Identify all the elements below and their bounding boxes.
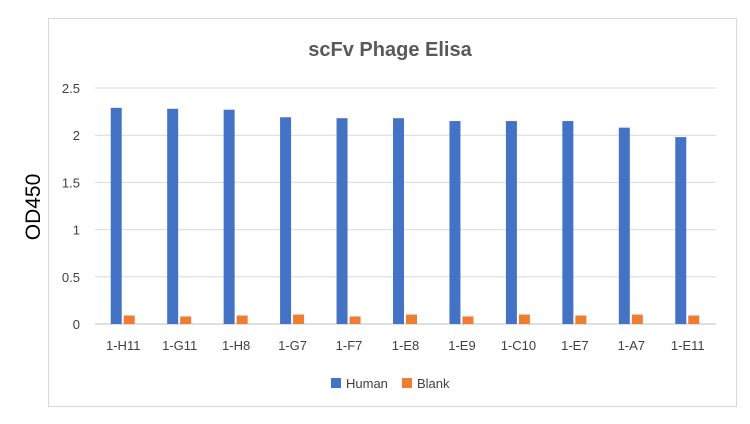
bar-blank-1-a7 <box>631 314 643 324</box>
y-tick-label: 1.5 <box>62 175 80 190</box>
y-tick-label: 2.5 <box>62 81 80 96</box>
bar-human-1-e9 <box>449 121 461 324</box>
bar-human-1-h11 <box>110 107 122 324</box>
y-tick-label: 1 <box>73 223 80 238</box>
bar-blank-1-c10 <box>518 314 530 324</box>
legend-swatch-human <box>331 378 341 388</box>
chart-title: scFv Phage Elisa <box>308 39 472 61</box>
legend: Human Blank <box>331 376 450 391</box>
y-tick-label: 0 <box>73 317 80 332</box>
x-tick-label: 1-E11 <box>671 338 705 353</box>
x-tick-label: 1-G7 <box>278 338 307 353</box>
bar-blank-1-g7 <box>293 314 305 324</box>
y-tick-label: 2 <box>73 128 80 143</box>
bar-blank-1-e7 <box>575 315 587 324</box>
y-tick-label: 0.5 <box>62 270 80 285</box>
bar-blank-1-f7 <box>349 316 361 324</box>
x-tick-label: 1-H11 <box>106 338 140 353</box>
bars <box>110 107 700 324</box>
bar-blank-1-h11 <box>123 315 135 324</box>
legend-label-blank: Blank <box>417 376 450 391</box>
bar-blank-1-h8 <box>236 315 248 324</box>
bar-human-1-e11 <box>675 137 687 324</box>
bar-human-1-e7 <box>562 121 574 324</box>
x-tick-label: 1-G11 <box>162 338 197 353</box>
bar-human-1-f7 <box>336 118 348 324</box>
y-tick-labels: 0 0.5 1 1.5 2 2.5 <box>62 81 80 332</box>
bar-human-1-h8 <box>223 109 235 324</box>
bar-human-1-a7 <box>618 127 630 324</box>
bar-human-1-g11 <box>167 108 179 324</box>
bar-human-1-e8 <box>393 118 404 324</box>
legend-swatch-blank <box>402 378 412 388</box>
x-tick-label: 1-F7 <box>336 338 363 353</box>
x-tick-label: 1-C10 <box>501 338 536 353</box>
x-tick-label: 1-E7 <box>561 338 588 353</box>
bar-blank-1-e9 <box>462 316 474 324</box>
bar-blank-1-g11 <box>180 316 192 324</box>
x-tick-label: 1-H8 <box>222 338 250 353</box>
y-axis-label: OD450 <box>22 174 45 241</box>
x-tick-label: 1-E8 <box>392 338 419 353</box>
x-tick-label: 1-A7 <box>618 338 645 353</box>
bar-blank-1-e11 <box>688 315 700 324</box>
bar-blank-1-e8 <box>406 314 417 324</box>
bar-human-1-g7 <box>280 117 292 324</box>
x-tick-label: 1-E9 <box>448 338 475 353</box>
x-tick-labels: 1-H11 1-G11 1-H8 1-G7 1-F7 1-E8 1-E9 1-C10 1-E7 1… <box>106 338 705 353</box>
gridlines <box>95 87 716 325</box>
legend-label-human: Human <box>346 376 388 391</box>
bar-human-1-c10 <box>505 121 517 324</box>
